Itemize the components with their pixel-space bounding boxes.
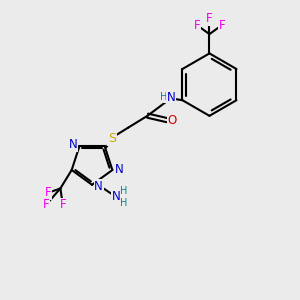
Text: F: F <box>206 12 213 25</box>
Text: N: N <box>167 91 176 104</box>
Text: F: F <box>219 19 225 32</box>
Text: N: N <box>94 180 103 193</box>
Text: N: N <box>115 163 123 176</box>
Text: N: N <box>68 138 77 151</box>
Text: F: F <box>43 198 50 211</box>
Text: O: O <box>168 114 177 127</box>
Text: H: H <box>121 198 128 208</box>
Text: F: F <box>194 19 200 32</box>
Text: F: F <box>45 186 51 200</box>
Text: F: F <box>59 198 66 211</box>
Text: H: H <box>160 92 168 102</box>
Text: H: H <box>121 186 128 196</box>
Text: N: N <box>111 190 120 202</box>
Text: S: S <box>108 132 116 146</box>
